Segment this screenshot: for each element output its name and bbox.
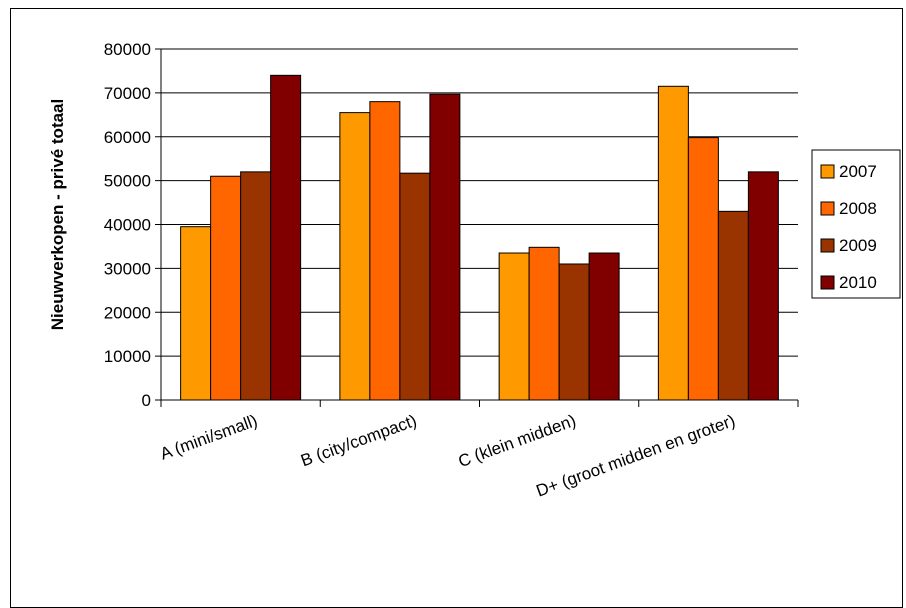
legend-swatch-2008 (820, 201, 835, 216)
y-tick-label: 0 (142, 391, 151, 410)
bar-2008-2 (369, 101, 401, 401)
bar-2009-1 (240, 171, 272, 401)
bar-chart: 0 10000 20000 30000 40000 50000 60000 70000 8000… (48, 40, 901, 501)
legend-swatch-2009 (820, 238, 835, 253)
y-tick-label: 80000 (104, 40, 151, 59)
x-category-label: C (klein midden) (456, 411, 579, 471)
bar-2010-3 (588, 252, 620, 401)
legend-label-2008: 2008 (839, 199, 877, 218)
x-category-label: A (mini/small) (158, 411, 260, 464)
legend-label-2009: 2009 (839, 236, 877, 255)
y-axis-label: Nieuwverkopen - privé totaal (48, 99, 67, 330)
legend: 2007 2008 2009 2010 (811, 149, 901, 299)
legend-label-2007: 2007 (839, 162, 877, 181)
y-tick-label: 20000 (104, 303, 151, 322)
bar-2009-2 (399, 172, 431, 401)
bar-2007-2 (339, 112, 371, 401)
bar-2007-4 (657, 85, 689, 401)
y-tick-label: 70000 (104, 84, 151, 103)
bar-2007-1 (180, 226, 212, 401)
bar-2008-4 (687, 137, 719, 401)
bar-2010-1 (270, 74, 302, 401)
y-tick-label: 60000 (104, 128, 151, 147)
bar-2008-3 (528, 246, 560, 401)
legend-swatch-2010 (820, 275, 835, 290)
legend-swatch-2007 (820, 164, 835, 179)
bar-2007-3 (498, 252, 530, 401)
bar-2008-1 (210, 175, 242, 401)
bar-2010-4 (747, 171, 779, 401)
y-tick-label: 10000 (104, 347, 151, 366)
legend-label-2010: 2010 (839, 273, 877, 292)
y-tick-labels: 0 10000 20000 30000 40000 50000 60000 70000 8000… (104, 40, 161, 410)
y-tick-label: 50000 (104, 172, 151, 191)
y-tick-label: 40000 (104, 216, 151, 235)
bar-2010-2 (429, 93, 461, 401)
y-tick-label: 30000 (104, 259, 151, 278)
bars (180, 74, 779, 401)
bar-2009-3 (558, 263, 590, 401)
x-category-labels: A (mini/small) B (city/compact) C (klein m… (158, 411, 738, 501)
x-category-label: B (city/compact) (298, 411, 419, 471)
bar-2009-4 (717, 210, 749, 401)
